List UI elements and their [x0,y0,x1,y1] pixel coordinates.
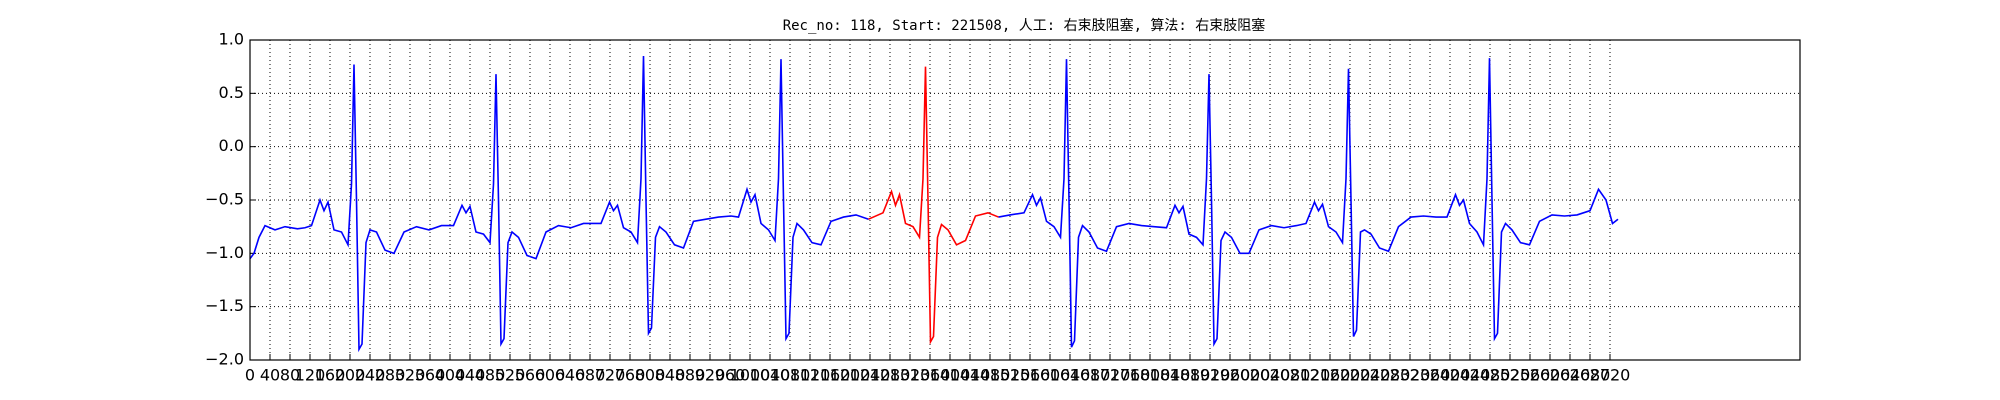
x-tick-label: 2360 [1410,366,1451,385]
x-tick-label: 320 [395,366,426,385]
x-tick-label: 960 [715,366,746,385]
x-tick-label: 2520 [1490,366,1531,385]
x-tick-label: 920 [695,366,726,385]
y-tick-label: −1.5 [205,296,244,315]
x-tick-label: 560 [515,366,546,385]
x-tick-label: 1200 [830,366,871,385]
x-tick-label: 680 [575,366,606,385]
x-tick-label: 2000 [1230,366,1271,385]
x-tick-label: 2640 [1550,366,1591,385]
x-tick-label: 400 [435,366,466,385]
x-tick-label: 640 [555,366,586,385]
x-tick-label: 1440 [950,366,991,385]
x-tick-label: 2480 [1470,366,1511,385]
y-tick-label: −2.0 [205,350,244,369]
x-tick-label: 1320 [890,366,931,385]
x-tick-label: 2560 [1510,366,1551,385]
x-tick-label: 2280 [1370,366,1411,385]
ecg-line [249,55,869,353]
x-tick-label: 440 [455,366,486,385]
x-tick-label: 1960 [1210,366,1251,385]
x-tick-label: 840 [655,366,686,385]
x-tick-label: 760 [615,366,646,385]
x-tick-label: 800 [635,366,666,385]
x-tick-label: 2240 [1350,366,1391,385]
x-tick-label: 2080 [1270,366,1311,385]
x-tick-label: 1640 [1050,366,1091,385]
x-tick-label: 1480 [970,366,1011,385]
x-tick-label: 880 [675,366,706,385]
x-tick-label: 1520 [990,366,1031,385]
x-tick-label: 1280 [870,366,911,385]
x-tick-label: 1120 [790,366,831,385]
x-tick-label: 240 [355,366,386,385]
x-tick-label: 280 [375,366,406,385]
x-tick-label: 2160 [1310,366,1351,385]
x-tick-label: 1040 [750,366,791,385]
x-tick-label: 1600 [1030,366,1071,385]
x-tick-label: 1240 [850,366,891,385]
x-tick-label: 2320 [1390,366,1431,385]
x-tick-label: 40 [260,366,280,385]
x-tick-label: 0 [245,366,255,385]
x-tick-label: 2400 [1430,366,1471,385]
x-tick-label: 2040 [1250,366,1291,385]
x-tick-label: 1880 [1170,366,1211,385]
y-tick-label: 0.5 [219,83,244,102]
y-tick-label: −1.0 [205,243,244,262]
plot-frame [249,39,1801,361]
x-tick-label: 2120 [1290,366,1331,385]
x-tick-label: 1680 [1070,366,1111,385]
x-tick-label: 200 [335,366,366,385]
x-tick-label: 1800 [1130,366,1171,385]
y-tick-label: 0.0 [219,136,244,155]
x-tick-label: 1760 [1110,366,1151,385]
x-tick-label: 1360 [910,366,951,385]
y-tick-label: −0.5 [205,190,244,209]
x-tick-label: 360 [415,366,446,385]
chart-title: Rec_no: 118, Start: 221508, 人工: 右束肢阻塞, 算… [783,17,1266,34]
x-tick-label: 2440 [1450,366,1491,385]
x-tick-label: 120 [295,366,326,385]
x-tick-label: 2600 [1530,366,1571,385]
x-tick-label: 160 [315,366,346,385]
x-tick-label: 520 [495,366,526,385]
x-tick-label: 2200 [1330,366,1371,385]
x-tick-label: 2720 [1590,366,1631,385]
y-tick-label: 1.0 [219,30,244,49]
ecg-line [868,66,999,345]
x-tick-label: 480 [475,366,506,385]
x-tick-label: 1000 [730,366,771,385]
x-tick-label: 1560 [1010,366,1051,385]
x-tick-label: 1720 [1090,366,1131,385]
x-tick-label: 1080 [770,366,811,385]
x-tick-label: 1840 [1150,366,1191,385]
x-tick-label: 1920 [1190,366,1231,385]
x-tick-label: 1400 [930,366,971,385]
ecg-line [998,58,1619,348]
x-tick-label: 720 [595,366,626,385]
x-tick-label: 2680 [1570,366,1611,385]
x-tick-label: 80 [280,366,300,385]
x-tick-label: 600 [535,366,566,385]
x-tick-label: 1160 [810,366,851,385]
